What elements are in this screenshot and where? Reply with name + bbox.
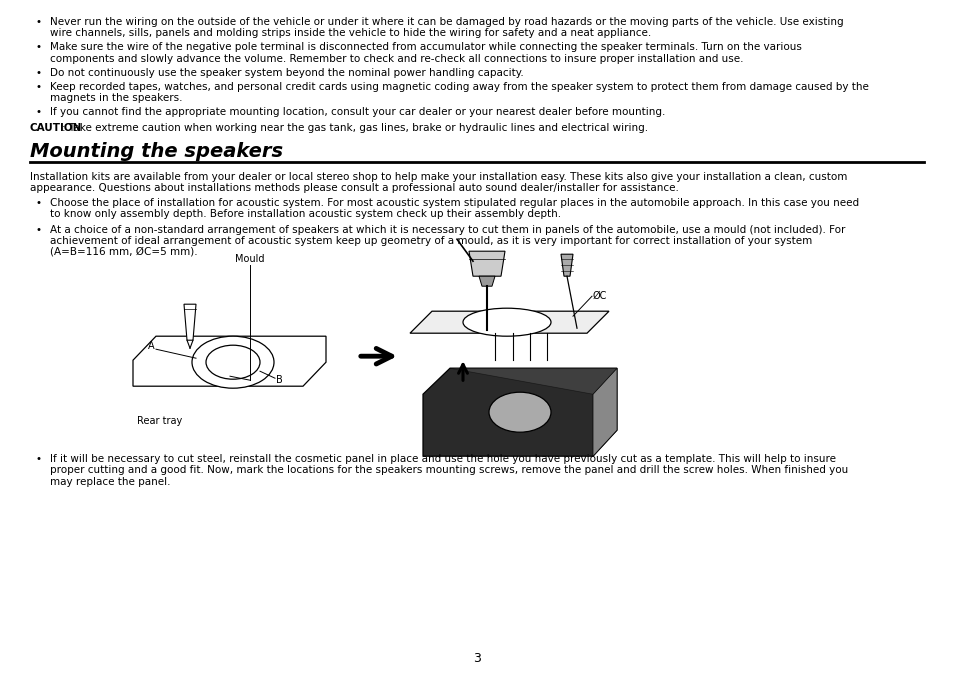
Polygon shape [478, 276, 495, 286]
Text: •: • [36, 43, 42, 53]
Polygon shape [184, 304, 195, 340]
Text: •: • [36, 68, 42, 78]
Polygon shape [450, 368, 617, 394]
Text: •: • [36, 17, 42, 27]
Text: Mounting the speakers: Mounting the speakers [30, 142, 283, 161]
Text: Mould: Mould [235, 254, 265, 264]
Text: Never run the wiring on the outside of the vehicle or under it where it can be d: Never run the wiring on the outside of t… [50, 17, 842, 27]
Polygon shape [422, 368, 617, 456]
Text: If you cannot find the appropriate mounting location, consult your car dealer or: If you cannot find the appropriate mount… [50, 107, 664, 117]
Text: Choose the place of installation for acoustic system. For most acoustic system s: Choose the place of installation for aco… [50, 198, 859, 208]
Polygon shape [132, 336, 326, 386]
Text: 3: 3 [473, 652, 480, 665]
Text: If it will be necessary to cut steel, reinstall the cosmetic panel in place and : If it will be necessary to cut steel, re… [50, 454, 835, 464]
Text: B: B [275, 375, 282, 385]
Text: •: • [36, 198, 42, 208]
Text: Make sure the wire of the negative pole terminal is disconnected from accumulato: Make sure the wire of the negative pole … [50, 43, 801, 53]
Text: (A=B=116 mm, ØC=5 mm).: (A=B=116 mm, ØC=5 mm). [50, 247, 197, 257]
Text: •: • [36, 454, 42, 464]
Text: wire channels, sills, panels and molding strips inside the vehicle to hide the w: wire channels, sills, panels and molding… [50, 28, 651, 38]
Text: proper cutting and a good fit. Now, mark the locations for the speakers mounting: proper cutting and a good fit. Now, mark… [50, 465, 847, 475]
Text: A: A [148, 341, 154, 351]
Polygon shape [410, 311, 608, 333]
Polygon shape [560, 254, 573, 276]
Text: •: • [36, 82, 42, 92]
Text: Do not continuously use the speaker system beyond the nominal power handling cap: Do not continuously use the speaker syst… [50, 68, 523, 78]
Ellipse shape [462, 308, 551, 336]
Text: CAUTION: CAUTION [30, 123, 82, 132]
Polygon shape [593, 368, 617, 456]
Text: Installation kits are available from your dealer or local stereo shop to help ma: Installation kits are available from you… [30, 172, 846, 182]
Text: may replace the panel.: may replace the panel. [50, 477, 171, 487]
Polygon shape [469, 251, 504, 276]
Text: magnets in the speakers.: magnets in the speakers. [50, 93, 182, 103]
Text: Rear tray: Rear tray [137, 416, 182, 426]
Text: •: • [36, 107, 42, 117]
Text: At a choice of a non-standard arrangement of speakers at which it is necessary t: At a choice of a non-standard arrangemen… [50, 225, 844, 235]
Text: appearance. Questions about installations methods please consult a professional : appearance. Questions about installation… [30, 183, 679, 193]
Text: •: • [36, 225, 42, 235]
Ellipse shape [206, 345, 260, 379]
Ellipse shape [192, 336, 274, 388]
Text: components and slowly advance the volume. Remember to check and re-check all con: components and slowly advance the volume… [50, 53, 742, 63]
Text: ØC: ØC [593, 291, 607, 301]
Text: to know only assembly depth. Before installation acoustic system check up their : to know only assembly depth. Before inst… [50, 209, 560, 219]
Text: : Take extreme caution when working near the gas tank, gas lines, brake or hydra: : Take extreme caution when working near… [62, 123, 647, 132]
Text: achievement of ideal arrangement of acoustic system keep up geometry of a mould,: achievement of ideal arrangement of acou… [50, 236, 811, 246]
Text: Keep recorded tapes, watches, and personal credit cards using magnetic coding aw: Keep recorded tapes, watches, and person… [50, 82, 868, 92]
Ellipse shape [489, 392, 551, 432]
